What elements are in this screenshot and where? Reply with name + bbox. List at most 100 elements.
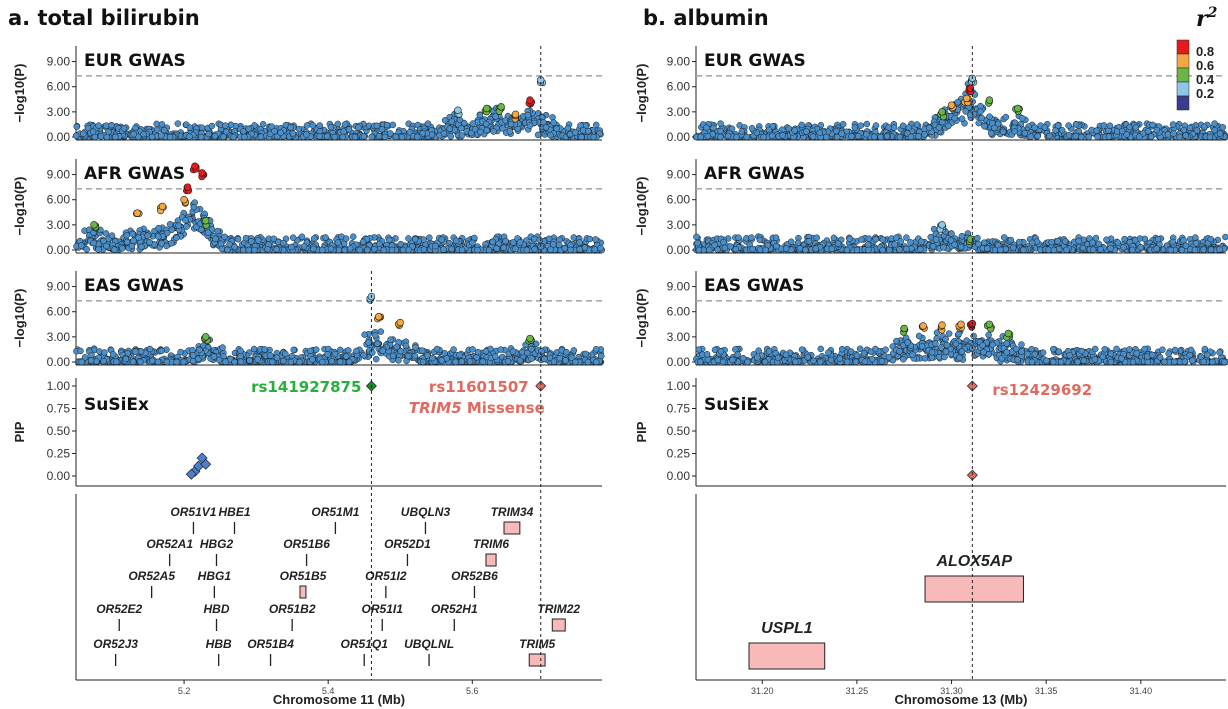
gwas-point [447,133,455,140]
gwas-point [590,133,597,141]
gene-label-OR51B5: OR51B5 [280,569,327,583]
gene-label-OR51I1: OR51I1 [362,602,404,616]
gwas-point [917,245,924,253]
gwas-point [1103,236,1110,244]
gwas-point [174,120,182,127]
gwas-point [1120,244,1127,251]
panel-b-track-1-ytick-label: 9.00 [667,168,691,182]
gwas-point [1167,246,1175,254]
panel-a-pip-ytick-label: 0.25 [47,447,71,461]
gwas-point [929,243,937,250]
gwas-point [95,122,102,129]
gene-box-TRIM6 [485,553,497,567]
gwas-point [903,245,910,253]
gwas-point [523,246,531,254]
gwas-point [1077,133,1085,141]
gwas-point [339,133,347,141]
gwas-point [112,133,119,141]
gwas-point [1048,238,1055,246]
gwas-point [360,351,367,359]
gwas-point [212,235,219,243]
gwas-point [951,114,958,122]
gwas-point [858,236,865,243]
gwas-point [267,352,274,359]
gene-label-OR52E2: OR52E2 [96,602,142,616]
gwas-point [921,131,928,138]
panel-a-track-1-ylabel: −log10(P) [12,177,27,236]
gwas-point [300,243,308,250]
gwas-point [1041,124,1049,131]
gwas-point [843,246,851,254]
gwas-point [123,231,131,239]
gwas-point [760,133,767,141]
gwas-point [458,132,466,139]
gwas-point [857,122,865,129]
panel-a-track-2-ytick-label: 6.00 [47,305,71,319]
gwas-point [497,346,504,353]
gwas-point [331,133,339,141]
gwas-point [773,242,780,250]
gwas-peak-point [938,108,946,116]
gwas-point [189,346,196,354]
gwas-point [245,125,252,133]
gwas-point [1095,240,1103,248]
gene-box-TRIM5 [528,653,546,667]
gwas-point [190,203,198,211]
gwas-point [420,246,428,253]
gwas-point [97,133,105,140]
gwas-point [769,132,776,140]
gene-label-OR52B6: OR52B6 [451,569,498,583]
panel-a-track-2-ytick-label: 9.00 [47,280,71,294]
gwas-point [78,242,85,249]
gwas-point [1011,128,1019,135]
gwas-point [897,238,905,245]
gwas-point [756,246,764,253]
gwas-point [426,234,433,241]
gwas-point [1063,246,1070,254]
gwas-point [940,244,947,251]
gwas-point [345,358,353,366]
gwas-point [485,246,493,254]
gwas-point [1107,245,1114,252]
gwas-point [246,357,253,364]
gwas-point [556,354,563,362]
gwas-point [399,246,407,254]
gwas-point [361,331,368,338]
gwas-point [140,130,147,138]
gwas-point [340,128,347,135]
gwas-point [130,130,137,138]
gwas-point [703,124,710,131]
gwas-point [879,246,886,254]
gwas-point [101,349,108,356]
gwas-point [872,235,880,243]
gwas-point [991,124,998,132]
gwas-point [871,133,878,141]
gwas-point [1154,235,1162,243]
gwas-point [957,243,965,251]
gwas-point [1055,245,1063,253]
gwas-point [735,234,742,241]
gwas-point [885,124,892,131]
gene-label-OR51V1: OR51V1 [170,505,216,519]
gwas-point [469,239,476,247]
gwas-point [1192,240,1200,247]
gwas-point [161,126,168,134]
gwas-point [738,128,746,135]
gwas-point [945,122,952,130]
gwas-point [259,120,267,128]
gwas-point [506,128,514,135]
gwas-point [1144,128,1152,135]
gwas-point [277,129,284,137]
gwas-point [1085,133,1093,141]
gwas-point [492,113,499,120]
gwas-point [137,348,145,355]
gwas-point [782,245,790,252]
gwas-point [541,355,548,363]
gwas-point [119,245,126,252]
gwas-point [168,226,176,234]
gwas-point [570,234,578,241]
gwas-point [418,347,426,354]
gwas-point [721,244,729,252]
gwas-point [802,246,809,254]
gene-label-OR51B4: OR51B4 [247,637,294,651]
